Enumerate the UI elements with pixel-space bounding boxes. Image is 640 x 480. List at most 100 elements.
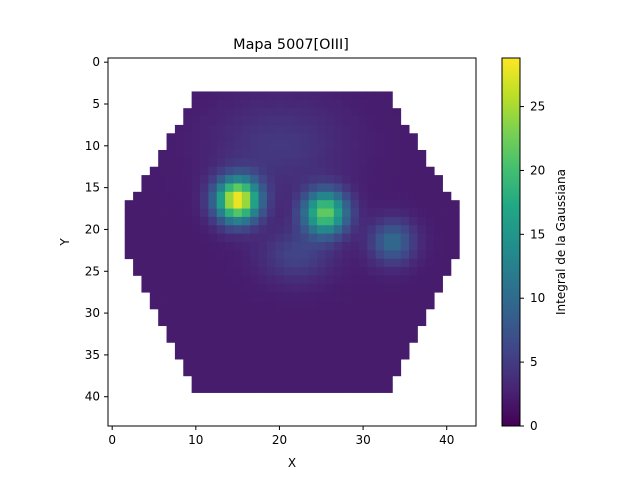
heatmap-cell <box>450 242 460 251</box>
heatmap-cell <box>367 300 377 310</box>
heatmap-cell <box>292 158 301 168</box>
heatmap-cell <box>266 225 276 235</box>
heatmap-cell <box>266 267 276 276</box>
heatmap-cell <box>292 258 301 268</box>
heatmap-cell <box>208 367 218 377</box>
heatmap-cell <box>191 166 201 176</box>
heatmap-cell <box>417 308 427 318</box>
heatmap-cell <box>166 175 176 184</box>
heatmap-cell <box>250 267 259 276</box>
heatmap-cell <box>409 325 418 335</box>
heatmap-cell <box>208 350 218 360</box>
heatmap-cell <box>275 133 285 143</box>
heatmap-cell <box>384 367 393 377</box>
heatmap-cell <box>384 342 393 352</box>
heatmap-cell <box>317 183 326 193</box>
heatmap-cell <box>308 359 318 368</box>
heatmap-cell <box>241 283 251 293</box>
heatmap-cell <box>350 275 360 285</box>
heatmap-cell <box>392 283 402 293</box>
heatmap-cell <box>191 208 201 218</box>
heatmap-cell <box>200 384 209 393</box>
heatmap-cell <box>283 367 293 377</box>
heatmap-cell <box>384 91 393 101</box>
heatmap-cell <box>400 175 410 184</box>
heatmap-cell <box>358 133 368 143</box>
heatmap-cell <box>325 191 335 201</box>
heatmap-cell <box>200 225 209 235</box>
heatmap-cell <box>266 108 276 117</box>
heatmap-cell <box>233 133 243 143</box>
heatmap-cell <box>275 292 285 301</box>
heatmap-cell <box>241 258 251 268</box>
heatmap-cell <box>141 267 151 276</box>
heatmap-cell <box>166 267 176 276</box>
heatmap-cell <box>200 99 209 109</box>
heatmap-cell <box>216 216 226 226</box>
heatmap-cell <box>183 267 193 276</box>
heatmap-cell <box>425 275 435 285</box>
heatmap-cell <box>241 308 251 318</box>
heatmap-cell <box>325 359 335 368</box>
heatmap-cell <box>325 99 335 109</box>
heatmap-cell <box>275 200 285 209</box>
heatmap-cell <box>308 124 318 134</box>
heatmap-cell <box>141 275 151 285</box>
heatmap-cell <box>166 158 176 168</box>
heatmap-cell <box>183 250 193 260</box>
chart-title: Mapa 5007[OIII] <box>233 37 349 53</box>
heatmap-cell <box>250 308 259 318</box>
heatmap-cell <box>400 292 410 301</box>
heatmap-cell <box>250 334 259 343</box>
heatmap-cell <box>292 250 301 260</box>
heatmap-cell <box>358 375 368 385</box>
heatmap-cell <box>275 300 285 310</box>
heatmap-cell <box>283 384 293 393</box>
heatmap-cell <box>258 275 268 285</box>
heatmap-cell <box>216 317 226 327</box>
heatmap-cell <box>342 208 351 218</box>
heatmap-cell <box>124 225 134 235</box>
heatmap-cell <box>400 124 410 134</box>
heatmap-cell <box>208 191 218 201</box>
heatmap-cell <box>367 216 377 226</box>
heatmap-cell <box>258 250 268 260</box>
heatmap-cell <box>200 300 209 310</box>
heatmap-cell <box>375 133 385 143</box>
heatmap-cell <box>342 108 351 117</box>
heatmap-cell <box>375 124 385 134</box>
heatmap-cell <box>392 175 402 184</box>
heatmap-cell <box>450 200 460 209</box>
heatmap-cell <box>358 166 368 176</box>
heatmap-cell <box>283 150 293 159</box>
heatmap-cell <box>191 116 201 126</box>
heatmap-cell <box>350 375 360 385</box>
heatmap-cell <box>342 150 351 159</box>
heatmap-cell <box>141 175 151 184</box>
heatmap-cell <box>158 216 167 226</box>
heatmap-cell <box>241 275 251 285</box>
heatmap-cell <box>225 208 234 218</box>
heatmap-cell <box>258 124 268 134</box>
heatmap-cell <box>250 350 259 360</box>
heatmap-cell <box>409 175 418 184</box>
heatmap-cell <box>174 350 184 360</box>
heatmap-cell <box>333 216 343 226</box>
heatmap-cell <box>225 225 234 235</box>
heatmap-cell <box>317 216 326 226</box>
heatmap-cell <box>174 258 184 268</box>
heatmap-cell <box>342 200 351 209</box>
heatmap-cell <box>325 342 335 352</box>
heatmap-cell <box>384 250 393 260</box>
heatmap-cell <box>174 325 184 335</box>
heatmap-cell <box>375 350 385 360</box>
y-tick-label: 15 <box>85 181 100 195</box>
heatmap-cell <box>250 250 259 260</box>
heatmap-cell <box>216 300 226 310</box>
heatmap-cell <box>166 283 176 293</box>
heatmap-cell <box>191 325 201 335</box>
heatmap-cell <box>333 267 343 276</box>
heatmap-cell <box>266 166 276 176</box>
heatmap-cell <box>141 250 151 260</box>
colorbar-tick-label: 5 <box>530 355 538 369</box>
